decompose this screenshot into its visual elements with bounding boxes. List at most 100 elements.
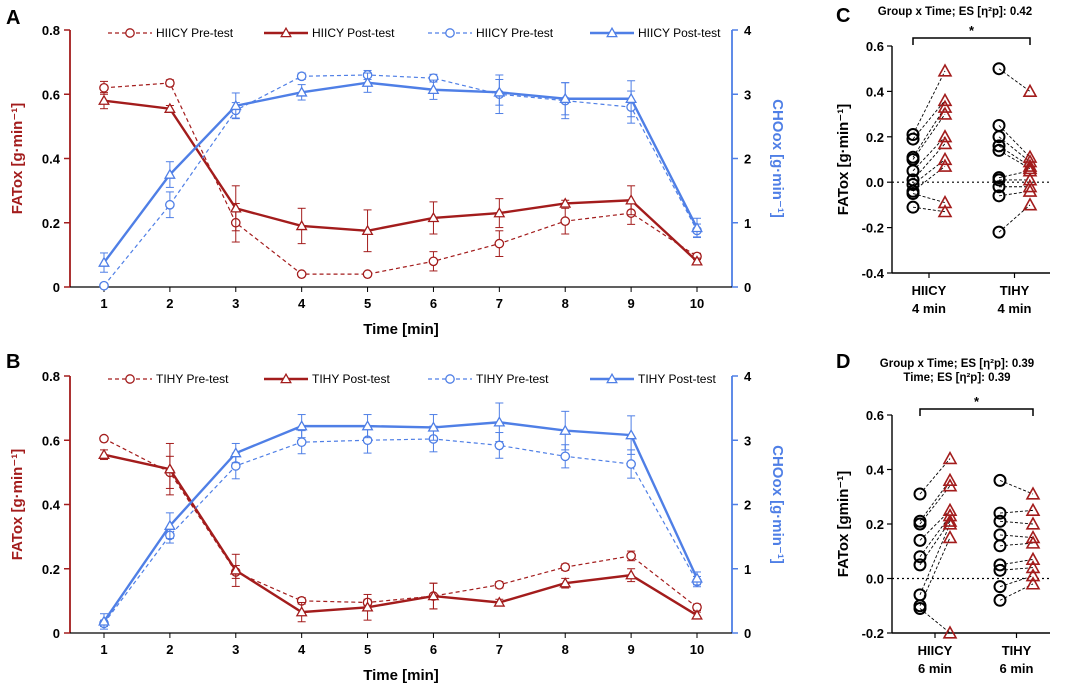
pre-test-point	[993, 593, 1007, 607]
pre-test-point	[992, 139, 1006, 153]
left-tick-label: 0.2	[42, 216, 60, 231]
x-tick-label: 9	[627, 642, 634, 657]
legend-label: HIICY Pre-test	[156, 26, 234, 40]
post-test-point	[1022, 197, 1038, 211]
x-category-label: 4 min	[998, 301, 1032, 316]
data-point	[560, 562, 571, 572]
post-test-point	[1022, 158, 1038, 172]
right-tick-label: 3	[744, 433, 751, 448]
data-point	[163, 519, 176, 530]
y-tick-label: -0.2	[862, 626, 884, 641]
post-test-point	[1022, 183, 1038, 197]
x-tick-label: 4	[298, 642, 306, 657]
data-point	[295, 86, 308, 97]
data-point	[493, 86, 506, 97]
x-tick-label: 3	[232, 642, 239, 657]
data-point	[494, 440, 505, 451]
pair-connector	[919, 485, 951, 525]
series-2-group	[99, 69, 702, 291]
x-tick-label: 4	[298, 296, 306, 311]
pair-connector	[919, 523, 951, 596]
legend-label: TIHY Post-test	[638, 372, 716, 386]
pair-connector	[912, 100, 946, 140]
right-tick-label: 2	[744, 498, 751, 513]
x-tick-label: 5	[364, 296, 371, 311]
pre-test-point	[993, 473, 1007, 487]
post-test-point	[1025, 551, 1041, 566]
post-test-point	[942, 529, 958, 544]
data-point	[98, 256, 110, 267]
data-point	[165, 199, 175, 210]
x-axis-title: Time [min]	[363, 321, 439, 338]
series-2-group	[99, 425, 702, 629]
pre-test-point	[992, 143, 1006, 157]
x-tick-label: 8	[562, 642, 569, 657]
data-point	[296, 437, 307, 448]
pre-test-point	[913, 558, 927, 572]
post-test-point	[1025, 516, 1041, 530]
pre-test-point	[992, 225, 1006, 239]
post-test-point	[942, 516, 958, 530]
legend-label: HIICY Post-test	[638, 26, 721, 40]
post-test-point	[937, 158, 953, 172]
pre-test-point	[993, 563, 1007, 577]
panel-a-letter: A	[6, 7, 20, 29]
panel-b-letter: B	[6, 351, 20, 373]
x-tick-label: 7	[496, 642, 503, 657]
pre-test-point	[992, 189, 1006, 203]
left-tick-label: 0.8	[42, 369, 60, 384]
pair-connector	[998, 204, 1031, 233]
left-tick-label: 0.4	[42, 152, 61, 167]
legend-marker	[606, 26, 618, 38]
legend-marker	[445, 374, 455, 384]
post-test-point	[1025, 559, 1041, 574]
pair-connector	[912, 113, 946, 160]
pre-test-point	[906, 128, 920, 142]
pre-test-point	[993, 506, 1007, 520]
x-category-label: HIICY	[912, 283, 947, 298]
pair-connector	[912, 143, 946, 181]
left-y-axis-title: FATox [g·min⁻¹]	[9, 103, 26, 215]
pre-test-point	[992, 173, 1006, 187]
left-tick-label: 0.8	[42, 23, 60, 38]
left-tick-label: 0	[53, 626, 60, 641]
series-line	[103, 99, 698, 263]
left-tick-label: 0.6	[42, 87, 60, 102]
data-point	[98, 615, 110, 626]
panel-d-scatter-chart: -0.2 0.0 0.2 0.4 0.6 FATox [gmin⁻¹] Group x Ti…	[835, 358, 1050, 676]
data-point	[165, 78, 175, 88]
data-point	[296, 269, 307, 279]
data-point	[361, 224, 374, 236]
significance-bracket	[912, 37, 1031, 45]
pre-test-point	[913, 601, 927, 615]
y-tick-label: -0.4	[862, 266, 885, 281]
left-tick-label: 0.4	[42, 498, 61, 513]
data-point	[494, 579, 505, 590]
y-tick-label: 0.4	[866, 84, 885, 99]
panel-c-scatter-chart: -0.4 -0.2 0.0 0.2 0.4 0.6 FATox [g·min⁻¹] Group…	[835, 6, 1050, 316]
pre-test-point	[993, 514, 1007, 528]
post-test-point	[1025, 568, 1041, 582]
post-test-point	[1022, 83, 1038, 97]
legend-marker	[280, 26, 292, 38]
legend-marker	[125, 374, 135, 384]
data-point	[494, 238, 505, 249]
data-point	[626, 551, 636, 561]
y-tick-label: 0.2	[866, 517, 884, 532]
pre-test-point	[906, 200, 920, 214]
pre-test-point	[913, 487, 927, 501]
x-tick-label: 10	[690, 296, 704, 311]
series-line	[103, 438, 698, 624]
pair-connector	[998, 136, 1031, 163]
post-test-point	[937, 151, 953, 166]
post-test-point	[942, 508, 958, 522]
post-test-point	[937, 135, 953, 150]
data-point	[691, 572, 703, 583]
y-axis-title: FATox [g·min⁻¹]	[835, 104, 852, 216]
x-category-label: TIHY	[1000, 283, 1030, 298]
pair-connector	[912, 136, 946, 172]
data-point	[361, 420, 374, 431]
pre-test-point	[913, 533, 927, 547]
series-line	[103, 453, 698, 617]
